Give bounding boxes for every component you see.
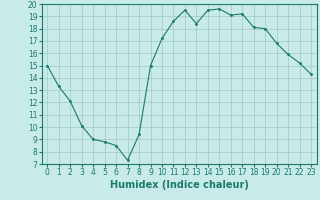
X-axis label: Humidex (Indice chaleur): Humidex (Indice chaleur) <box>110 180 249 190</box>
